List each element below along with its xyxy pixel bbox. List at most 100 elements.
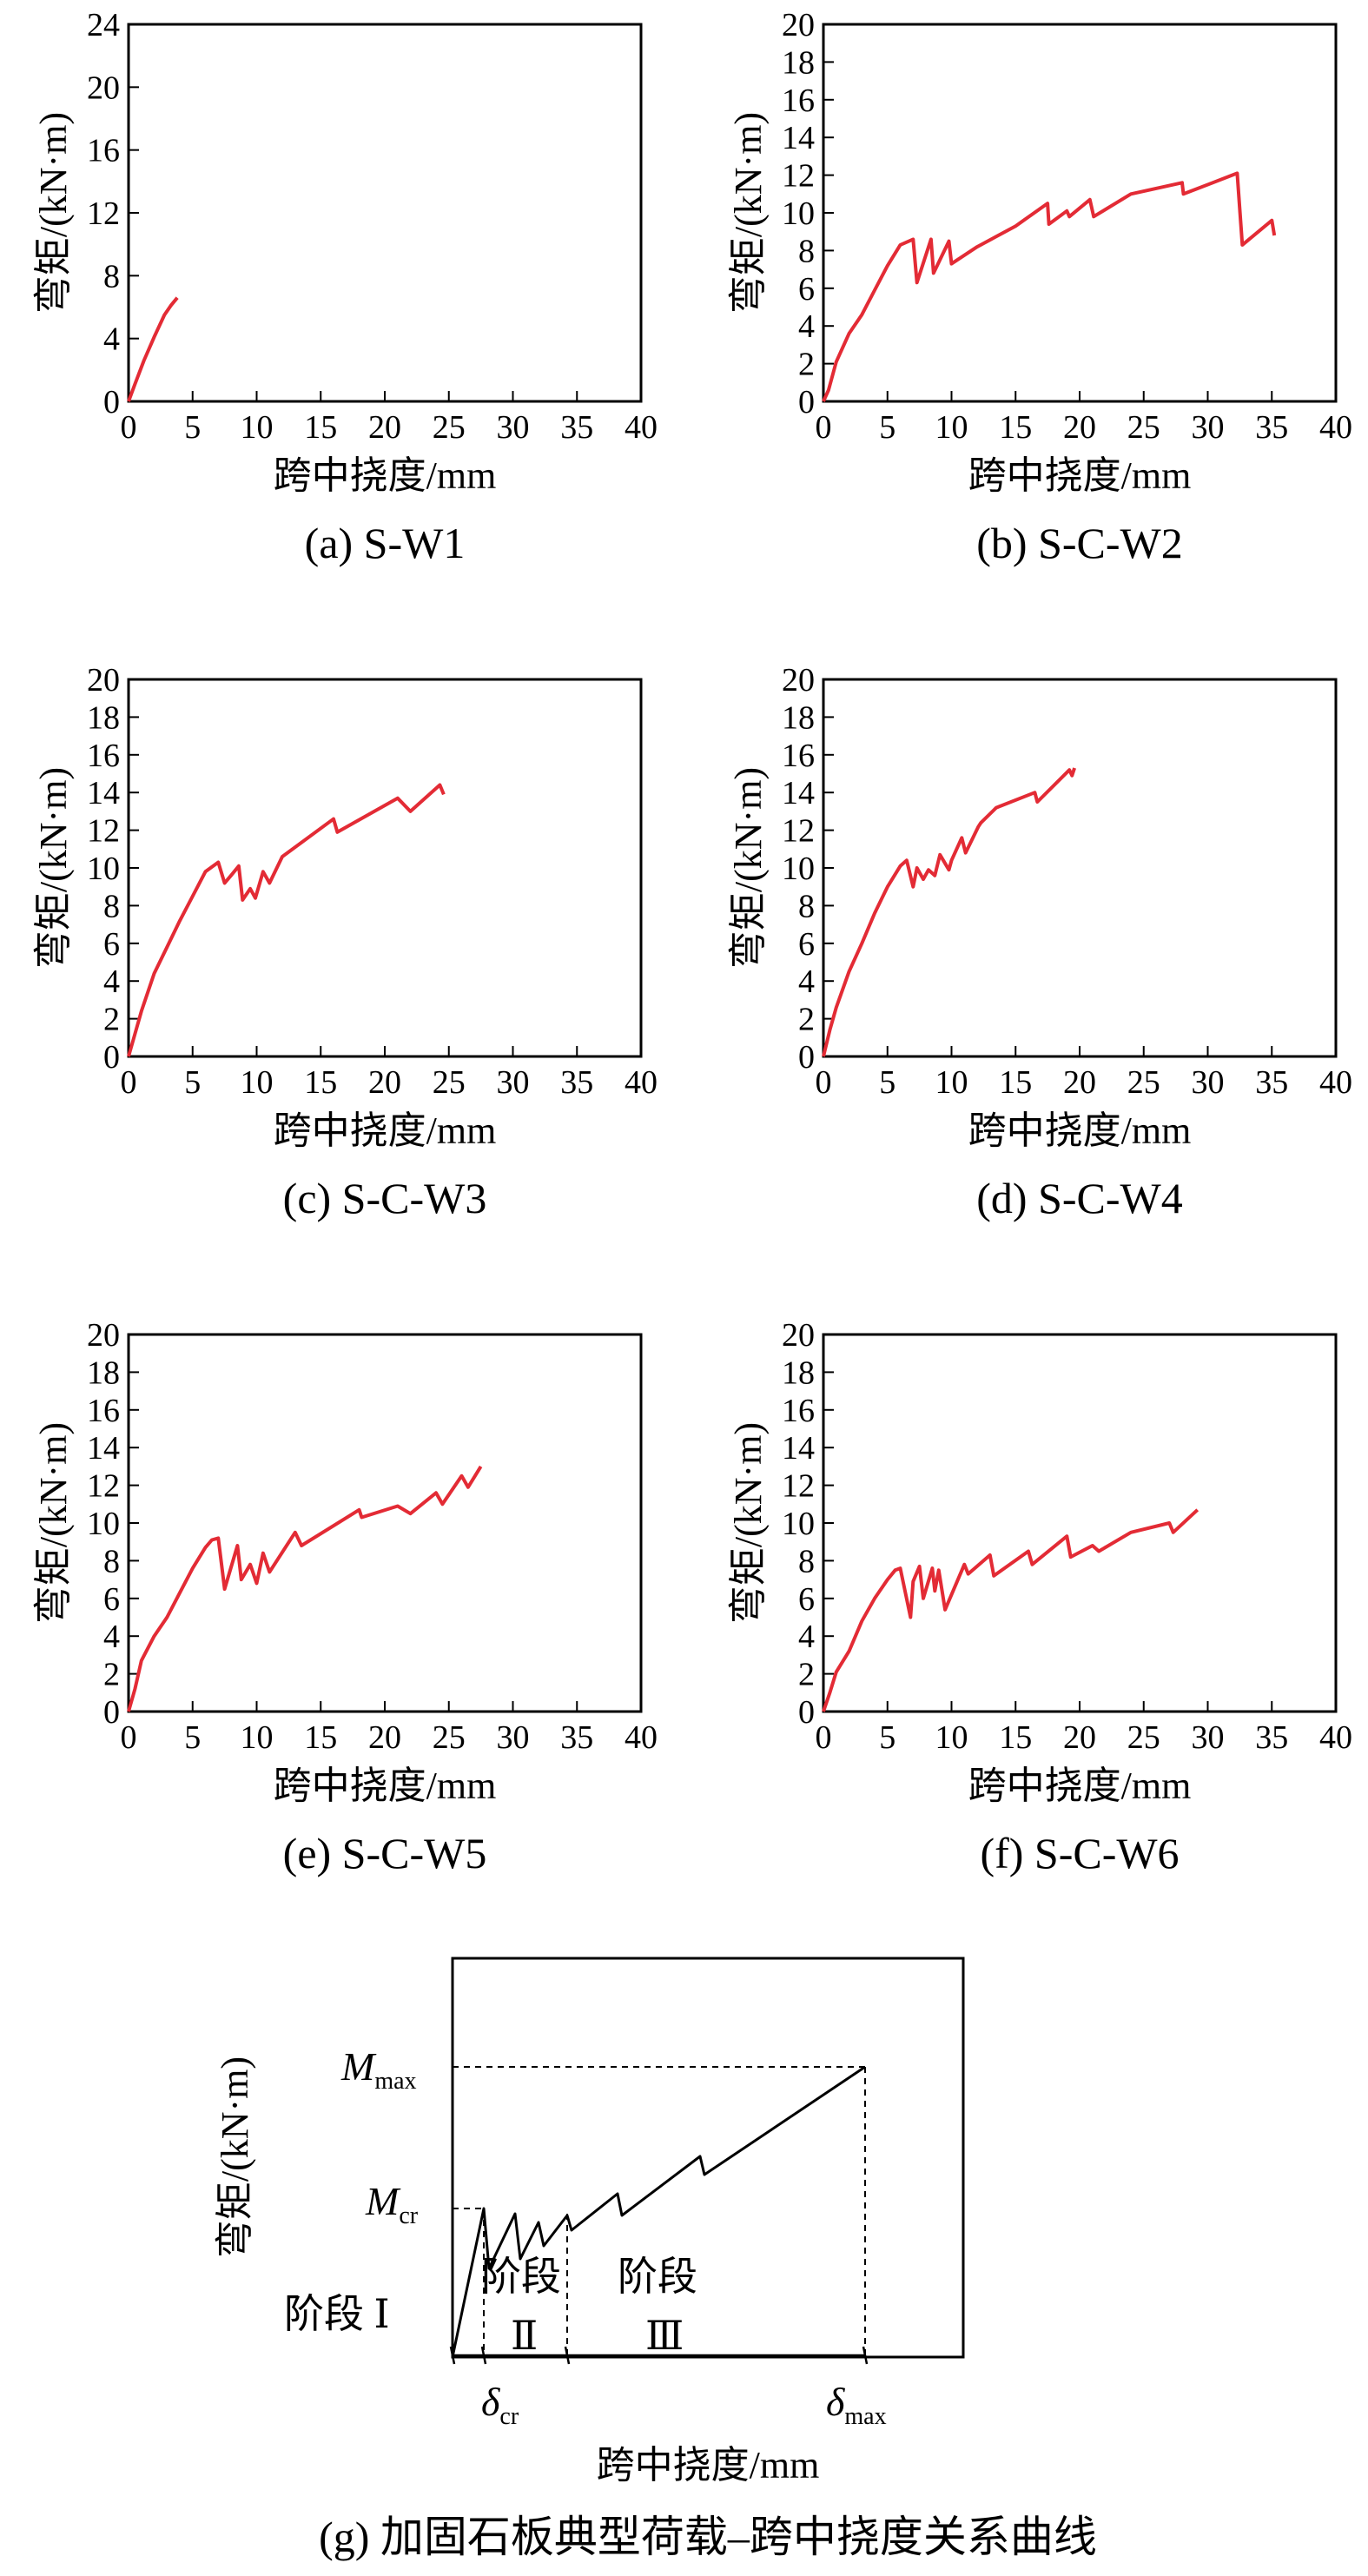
y-tick-label: 16 (782, 738, 815, 774)
x-tick-label: 15 (999, 1064, 1032, 1101)
x-tick-label: 20 (368, 1719, 401, 1756)
x-tick-label: 25 (433, 1719, 466, 1756)
y-tick-label: 20 (782, 7, 815, 43)
x-tick-label: 25 (1127, 409, 1160, 446)
y-tick-label: 18 (87, 1354, 120, 1391)
series-line (127, 296, 179, 402)
y-tick-label: 16 (87, 738, 120, 774)
panel-caption: (b) S-C-W2 (976, 519, 1182, 567)
x-tick-label: 35 (560, 1064, 593, 1101)
y-tick-label: 8 (103, 1543, 120, 1579)
x-tick-label: 0 (121, 409, 137, 446)
y-tick-label: 10 (782, 1506, 815, 1542)
stage-3-label: 阶段 (618, 2255, 697, 2299)
series-line (822, 1508, 1199, 1712)
stage-2-numeral: Ⅱ (511, 2314, 538, 2358)
y-tick-label: 14 (87, 1430, 120, 1467)
x-tick-label: 15 (304, 1719, 337, 1756)
y-tick-label: 0 (798, 384, 815, 421)
y-tick-label: 14 (782, 1430, 815, 1467)
chart-panel: 0 5 10 15 20 25 30 35 4002468101214161820跨中挠度/mm… (727, 7, 1352, 567)
y-tick-label: 12 (87, 813, 120, 850)
y-tick-label: 10 (782, 195, 815, 232)
plot-frame (127, 1333, 643, 1713)
x-tick-label: 20 (368, 409, 401, 446)
x-tick-label: 20 (1063, 409, 1096, 446)
y-tick-label: 0 (798, 1694, 815, 1731)
x-tick-label: 30 (1192, 1064, 1225, 1101)
plot-frame (127, 23, 643, 403)
x-tick-label: 30 (497, 1064, 530, 1101)
x-tick-label: 10 (935, 1064, 968, 1101)
stage-3-numeral: Ⅲ (645, 2314, 684, 2358)
y-tick-label: 4 (798, 964, 815, 1000)
x-axis-label: 跨中挠度/mm (968, 1109, 1192, 1152)
x-tick-label: 40 (1319, 409, 1352, 446)
y-tick-label: 14 (782, 775, 815, 811)
chart-panel: 0 5 10 15 20 25 30 35 4002468101214161820跨中挠度/mm… (32, 1317, 658, 1877)
y-tick-label: 16 (87, 133, 120, 169)
x-tick-label: 40 (1319, 1719, 1352, 1756)
y-tick-label: 8 (798, 233, 815, 269)
y-tick-label: 10 (87, 851, 120, 887)
x-tick-label: 5 (879, 1064, 895, 1101)
x-tick-label: 40 (625, 1719, 658, 1756)
x-tick-label: 30 (497, 409, 530, 446)
y-tick-label: 18 (782, 44, 815, 81)
plot-frame (822, 1333, 1338, 1713)
y-tick-label: 8 (103, 888, 120, 924)
y-tick-label: 6 (798, 926, 815, 963)
schematic-x-axis-label: 跨中挠度/mm (597, 2444, 820, 2487)
panel-caption: (e) S-C-W5 (283, 1829, 487, 1877)
y-tick-label: 18 (782, 1354, 815, 1391)
y-tick-label: 4 (798, 308, 815, 345)
x-tick-label: 15 (999, 1719, 1032, 1756)
x-tick-label: 30 (1192, 1719, 1225, 1756)
plot-frame (127, 678, 643, 1058)
y-tick-label: 20 (782, 1317, 815, 1354)
schematic-y-axis-label: 弯矩/(kN·m) (214, 2056, 256, 2258)
x-axis-label: 跨中挠度/mm (968, 1765, 1192, 1807)
x-tick-label: 0 (121, 1064, 137, 1101)
y-tick-label: 12 (87, 195, 120, 232)
schematic-frame (451, 1957, 965, 2359)
x-tick-label: 0 (816, 1064, 832, 1101)
y-tick-label: 12 (87, 1468, 120, 1505)
y-axis-label: 弯矩/(kN·m) (727, 1422, 770, 1624)
delta-cr-label: δcr (481, 2380, 519, 2430)
schematic-curve (451, 2065, 866, 2358)
x-tick-label: 35 (560, 1719, 593, 1756)
x-tick-label: 5 (184, 1064, 201, 1101)
y-axis-label: 弯矩/(kN·m) (32, 1422, 75, 1624)
y-tick-label: 12 (782, 1468, 815, 1505)
y-tick-label: 4 (103, 1619, 120, 1655)
x-tick-label: 35 (1255, 1064, 1288, 1101)
x-tick-label: 5 (184, 409, 201, 446)
y-tick-label: 20 (87, 1317, 120, 1354)
y-tick-label: 0 (103, 1694, 120, 1731)
y-tick-label: 12 (782, 158, 815, 195)
y-tick-label: 24 (87, 7, 120, 43)
delta-max-label: δmax (826, 2380, 887, 2430)
y-tick-label: 20 (782, 662, 815, 699)
x-tick-label: 30 (1192, 409, 1225, 446)
x-tick-label: 40 (1319, 1064, 1352, 1101)
y-axis-label: 弯矩/(kN·m) (32, 767, 75, 969)
series-line (127, 783, 446, 1057)
x-tick-label: 5 (184, 1719, 201, 1756)
schematic-panel: Mmax Mcr δcr δmax 阶段 Ⅰ 阶段 Ⅱ 阶段 Ⅲ 跨中挠度/mm… (214, 1957, 1097, 2561)
x-tick-label: 35 (1255, 1719, 1288, 1756)
chart-panel: 0 5 10 15 20 25 30 35 40 0 4 8 12 16 20 24 跨中挠度/mm 弯矩/(kN… (32, 7, 658, 567)
x-tick-label: 10 (241, 409, 274, 446)
x-axis-label: 跨中挠度/mm (274, 454, 497, 497)
x-tick-label: 25 (1127, 1064, 1160, 1101)
x-tick-label: 10 (935, 1719, 968, 1756)
y-tick-label: 2 (798, 347, 815, 383)
series-line (822, 171, 1277, 402)
x-tick-label: 25 (433, 1064, 466, 1101)
series-line (127, 1465, 483, 1712)
y-tick-label: 16 (782, 83, 815, 119)
m-cr-label: Mcr (365, 2179, 419, 2229)
x-tick-label: 40 (625, 409, 658, 446)
